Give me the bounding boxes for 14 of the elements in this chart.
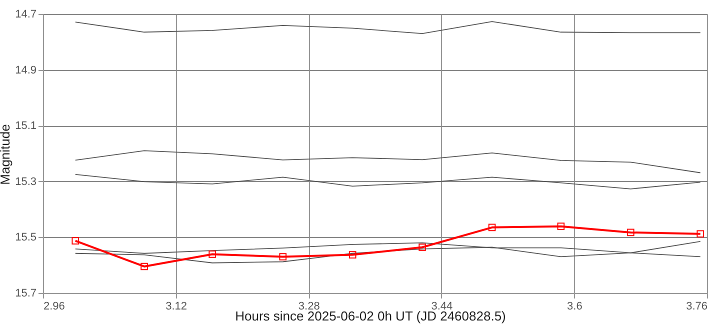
y-tick-label: 15.3 <box>15 176 36 188</box>
x-tick-label: 2.96 <box>44 300 65 312</box>
x-tick-label: 3.6 <box>567 300 582 312</box>
line-series <box>74 150 701 174</box>
y-tick-label: 14.7 <box>15 8 36 20</box>
y-tick-label: 15.5 <box>15 232 36 244</box>
y-tick-label: 15.1 <box>15 120 36 132</box>
y-tick-label: 14.9 <box>15 64 36 76</box>
y-axis-title: Magnitude <box>0 124 12 185</box>
x-tick-label: 3.12 <box>166 300 188 312</box>
y-tick-label: 15.7 <box>15 288 36 300</box>
line-series <box>74 174 701 190</box>
line-series <box>74 21 701 34</box>
x-tick-label: 3.76 <box>686 300 708 312</box>
